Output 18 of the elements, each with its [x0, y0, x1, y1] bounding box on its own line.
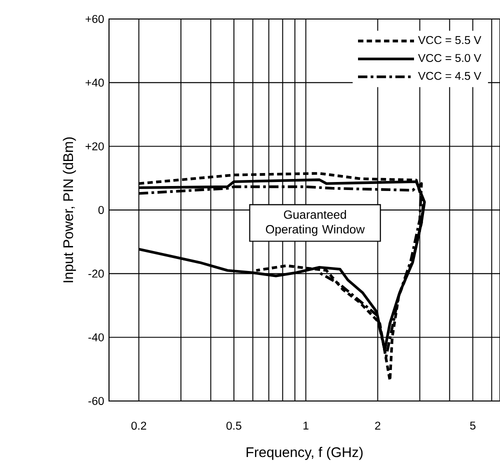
x-axis-title: Frequency, f (GHz): [246, 446, 363, 460]
y-tick-label: -40: [88, 333, 104, 342]
y-tick-label: +40: [86, 78, 104, 87]
x-tick-label: 0.2: [131, 422, 146, 430]
y-tick-label: -20: [88, 270, 104, 278]
x-tick-label: 1: [304, 422, 308, 430]
x-tick-label: 0.5: [226, 422, 242, 430]
y-tick-label: +20: [86, 142, 104, 150]
y-tick-label: -60: [88, 396, 104, 405]
y-axis-title: Input Power, PIN (dBm): [62, 137, 76, 282]
legend-label: VCC = 5.5 V: [418, 36, 482, 44]
legend-label: VCC = 4.5 V: [418, 72, 482, 80]
y-tick-label: +60: [86, 14, 104, 23]
x-tick-label: 5: [470, 422, 476, 430]
y-tick-label: 0: [98, 206, 104, 214]
annotation: Guaranteed Operating Window: [266, 210, 365, 236]
legend-label: VCC = 5.0 V: [418, 54, 482, 62]
x-tick-label: 2: [375, 422, 380, 430]
